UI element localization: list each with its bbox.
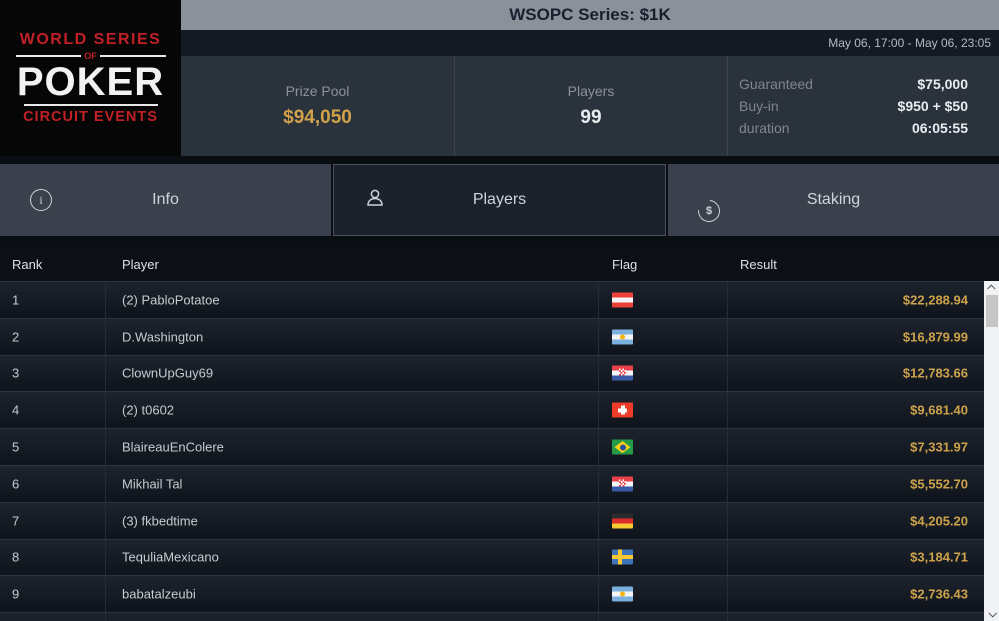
dollar-circle-icon: $ (693, 195, 725, 227)
guaranteed-row: Guaranteed $75,000 (739, 76, 968, 92)
prize-pool-stat: Prize Pool $94,050 (181, 56, 454, 156)
results-table-header: Rank Player Flag Result (0, 248, 999, 281)
prize-pool-label: Prize Pool (285, 83, 350, 99)
player-name: babatalzeubi (122, 586, 196, 602)
stats-strip: Prize Pool $94,050 Players 99 Guaranteed… (181, 56, 999, 156)
wsop-logo: WORLD SERIES OF POKER CIRCUIT EVENTS (0, 0, 181, 156)
rank-cell: 9 (12, 586, 20, 602)
vertical-scrollbar[interactable] (984, 281, 999, 621)
table-row[interactable]: 7 (3) fkbedtime $4,205.20 (0, 501, 984, 539)
prize-pool-value: $94,050 (283, 107, 352, 128)
rank-cell: 7 (12, 513, 20, 529)
germany-flag-icon (612, 513, 633, 529)
switzerland-flag-icon (612, 402, 633, 418)
logo-poker: POKER (16, 60, 165, 104)
player-name: BlaireauEnColere (122, 439, 224, 455)
chevron-up-icon (986, 284, 996, 293)
argentina-flag-icon (612, 586, 633, 602)
rank-cell: 5 (12, 439, 20, 455)
rank-cell: 3 (12, 365, 20, 381)
chevron-down-icon (987, 609, 997, 618)
logo-underline (23, 104, 158, 106)
tab-info[interactable]: i Info (0, 164, 331, 236)
tab-players[interactable]: Players (333, 164, 666, 236)
player-name: (3) fkbedtime (122, 513, 198, 529)
table-row[interactable]: 9 babatalzeubi $2,736.43 (0, 575, 984, 613)
players-label: Players (567, 83, 615, 99)
buyin-value: $950 + $50 (897, 98, 968, 114)
argentina-flag-icon (612, 329, 633, 345)
column-header-rank: Rank (12, 257, 43, 272)
result-amount: $16,879.99 (902, 329, 968, 345)
window-title: WSOPC Series: $1K (181, 0, 999, 30)
table-row[interactable]: 4 (2) t0602 $9,681.40 (0, 391, 984, 429)
sweden-flag-icon (612, 549, 633, 565)
result-amount: $9,681.40 (910, 402, 968, 418)
scroll-down-button[interactable] (984, 607, 999, 621)
tab-staking[interactable]: $ Staking (668, 164, 999, 236)
results-table-body: 1 (2) PabloPotatoe $22,288.94 2 D.Washin… (0, 281, 984, 621)
column-header-flag: Flag (612, 257, 638, 272)
player-name: TequliaMexicano (122, 549, 219, 565)
logo-of: OF (84, 51, 97, 61)
info-icon: i (30, 189, 52, 211)
guaranteed-label: Guaranteed (739, 76, 813, 92)
table-row[interactable]: 2 D.Washington $16,879.99 (0, 317, 984, 355)
tournament-title: WSOPC Series: $1K (509, 5, 671, 24)
column-header-result: Result (740, 257, 777, 272)
croatia-flag-icon (612, 476, 633, 492)
table-row[interactable]: 6 Mikhail Tal $5,552.70 (0, 464, 984, 502)
result-amount: $5,552.70 (910, 476, 968, 492)
logo-world-series: WORLD SERIES (19, 31, 162, 48)
duration-label: duration (739, 120, 790, 136)
buyin-label: Buy-in (739, 98, 779, 114)
column-header-player: Player (122, 257, 159, 272)
table-row[interactable]: 5 BlaireauEnColere $7,331.97 (0, 428, 984, 465)
rank-cell: 6 (12, 476, 20, 492)
player-name: (2) PabloPotatoe (122, 292, 220, 308)
players-stat: Players 99 (454, 56, 727, 156)
date-bar: May 06, 17:00 - May 06, 23:05 (181, 30, 999, 56)
tab-players-label: Players (472, 191, 527, 208)
tab-staking-label: Staking (806, 191, 861, 208)
date-range: May 06, 17:00 - May 06, 23:05 (828, 36, 991, 50)
table-row[interactable]: 3 ClownUpGuy69 $12,783.66 (0, 354, 984, 392)
duration-row: duration 06:05:55 (739, 120, 968, 136)
rank-cell: 1 (12, 292, 20, 308)
person-icon (364, 187, 386, 214)
result-amount: $7,331.97 (910, 439, 968, 455)
result-amount: $4,205.20 (910, 513, 968, 529)
logo-circuit-events: CIRCUIT EVENTS (23, 109, 158, 125)
result-amount: $3,184.71 (910, 549, 968, 565)
scrollbar-thumb[interactable] (985, 295, 998, 327)
player-name: (2) t0602 (122, 402, 175, 418)
result-amount: $12,783.66 (902, 365, 968, 381)
brazil-flag-icon (612, 439, 633, 455)
tab-info-label: Info (152, 191, 179, 208)
rank-cell: 8 (12, 549, 20, 565)
result-amount: $22,288.94 (902, 292, 968, 308)
tournament-details: Guaranteed $75,000 Buy-in $950 + $50 dur… (727, 56, 999, 156)
players-value: 99 (580, 107, 602, 128)
duration-value: 06:05:55 (911, 120, 968, 136)
table-row[interactable]: 1 (2) PabloPotatoe $22,288.94 (0, 281, 984, 318)
rank-cell: 4 (12, 402, 20, 418)
austria-flag-icon (612, 292, 633, 308)
tab-bar: i Info Players $ Staking (0, 164, 999, 236)
player-name: ClownUpGuy69 (122, 365, 214, 381)
buyin-row: Buy-in $950 + $50 (739, 98, 968, 114)
player-name: D.Washington (122, 329, 204, 345)
rank-cell: 2 (12, 329, 20, 345)
guaranteed-value: $75,000 (917, 76, 968, 92)
table-row-partial[interactable] (0, 612, 984, 621)
result-amount: $2,736.43 (910, 586, 968, 602)
scroll-up-button[interactable] (984, 281, 999, 295)
player-name: Mikhail Tal (122, 476, 183, 492)
croatia-flag-icon (612, 365, 633, 381)
table-row[interactable]: 8 TequliaMexicano $3,184.71 (0, 538, 984, 576)
logo-separator: OF (15, 51, 166, 61)
